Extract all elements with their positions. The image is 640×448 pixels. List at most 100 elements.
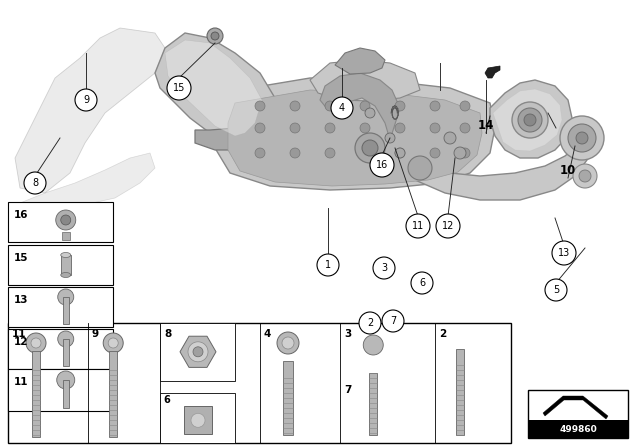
Circle shape — [460, 123, 470, 133]
Circle shape — [365, 108, 375, 118]
Circle shape — [31, 338, 41, 348]
Circle shape — [395, 148, 405, 158]
Circle shape — [282, 337, 294, 349]
Circle shape — [211, 32, 219, 40]
Text: 13: 13 — [14, 295, 29, 305]
Text: 16: 16 — [14, 210, 29, 220]
Circle shape — [75, 89, 97, 111]
Polygon shape — [15, 28, 165, 193]
Circle shape — [545, 279, 567, 301]
Bar — [63, 339, 68, 366]
Circle shape — [408, 156, 432, 180]
Text: 16: 16 — [376, 160, 388, 170]
Bar — [8, 323, 511, 443]
Circle shape — [255, 148, 265, 158]
Circle shape — [411, 272, 433, 294]
Text: 9: 9 — [92, 329, 99, 339]
Text: 11: 11 — [412, 221, 424, 231]
Text: 7: 7 — [390, 316, 396, 326]
Text: 499860: 499860 — [559, 425, 597, 434]
Bar — [8, 329, 113, 369]
Circle shape — [460, 101, 470, 111]
Text: 15: 15 — [14, 253, 29, 263]
Polygon shape — [155, 33, 275, 143]
Bar — [369, 373, 377, 435]
Circle shape — [406, 214, 430, 238]
Circle shape — [524, 114, 536, 126]
Circle shape — [568, 124, 596, 152]
Text: 5: 5 — [553, 285, 559, 295]
Circle shape — [325, 148, 335, 158]
Polygon shape — [490, 80, 572, 158]
Bar — [160, 392, 235, 443]
Circle shape — [61, 215, 71, 225]
Circle shape — [188, 342, 208, 362]
Circle shape — [573, 164, 597, 188]
Polygon shape — [195, 120, 270, 150]
Polygon shape — [485, 66, 500, 78]
Circle shape — [395, 101, 405, 111]
Text: 8: 8 — [164, 329, 172, 339]
Circle shape — [579, 170, 591, 182]
Circle shape — [360, 101, 370, 111]
Bar — [8, 287, 113, 327]
Bar — [283, 361, 293, 435]
Bar — [160, 323, 235, 381]
Text: 12: 12 — [14, 337, 29, 347]
Polygon shape — [310, 60, 420, 101]
Text: 8: 8 — [32, 178, 38, 188]
Circle shape — [103, 333, 123, 353]
Text: 12: 12 — [442, 221, 454, 231]
Circle shape — [255, 123, 265, 133]
Circle shape — [56, 210, 76, 230]
Circle shape — [290, 101, 300, 111]
Polygon shape — [335, 48, 385, 74]
Circle shape — [360, 148, 370, 158]
Circle shape — [560, 116, 604, 160]
Bar — [8, 202, 113, 242]
Bar — [528, 390, 628, 438]
Ellipse shape — [61, 253, 71, 258]
Text: 4: 4 — [264, 329, 271, 339]
Bar — [528, 420, 628, 438]
Circle shape — [370, 153, 394, 177]
Text: 2: 2 — [439, 329, 446, 339]
Circle shape — [460, 148, 470, 158]
Circle shape — [193, 347, 203, 357]
Text: 9: 9 — [83, 95, 89, 105]
Bar — [63, 380, 68, 408]
Circle shape — [207, 28, 223, 44]
Polygon shape — [543, 396, 608, 419]
Circle shape — [518, 108, 542, 132]
Circle shape — [454, 147, 466, 159]
Circle shape — [362, 140, 378, 156]
Polygon shape — [228, 90, 482, 186]
Circle shape — [512, 102, 548, 138]
Circle shape — [26, 333, 46, 353]
Polygon shape — [493, 89, 562, 151]
Polygon shape — [20, 153, 155, 213]
Circle shape — [58, 289, 74, 305]
Circle shape — [430, 123, 440, 133]
Text: 14: 14 — [478, 119, 494, 132]
Circle shape — [331, 97, 353, 119]
Circle shape — [364, 335, 383, 355]
Circle shape — [382, 310, 404, 332]
Circle shape — [395, 148, 405, 158]
Circle shape — [167, 76, 191, 100]
Circle shape — [444, 132, 456, 144]
Text: 1: 1 — [325, 260, 331, 270]
Circle shape — [191, 414, 205, 427]
Circle shape — [576, 132, 588, 144]
Circle shape — [290, 123, 300, 133]
Bar — [8, 369, 113, 411]
Bar — [61, 255, 71, 275]
Polygon shape — [165, 40, 262, 136]
Text: 6: 6 — [419, 278, 425, 288]
Text: 6: 6 — [163, 395, 170, 405]
Text: 11: 11 — [14, 377, 29, 387]
Circle shape — [24, 172, 46, 194]
Circle shape — [58, 331, 74, 347]
Polygon shape — [180, 336, 216, 367]
Bar — [109, 351, 117, 437]
